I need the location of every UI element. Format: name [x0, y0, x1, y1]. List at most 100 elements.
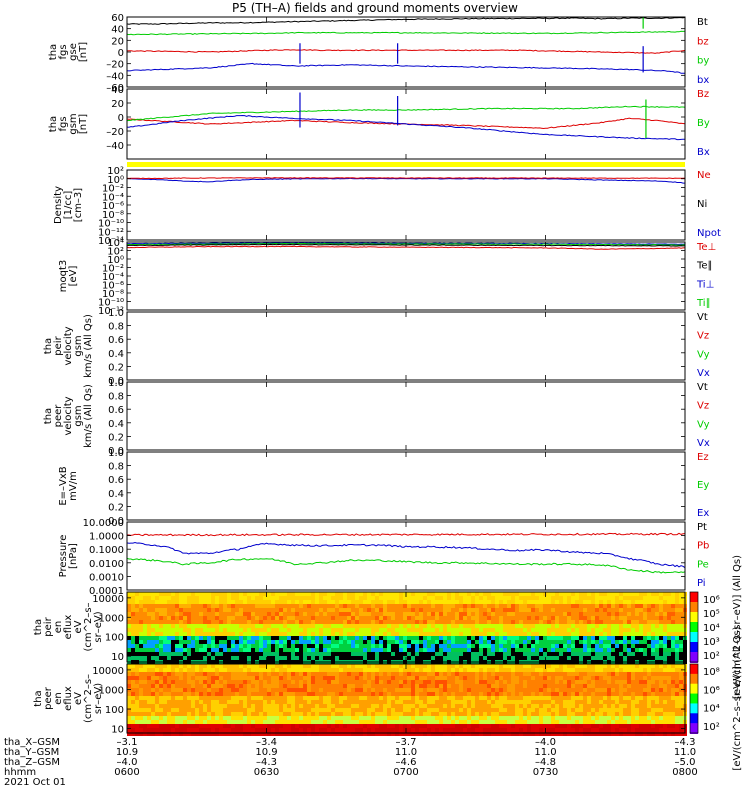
y-axis-label: km/s (All Qs): [83, 384, 94, 448]
legend-entry: Te∥: [696, 261, 713, 272]
y-tick-label: 40: [111, 25, 124, 36]
y-tick-label: 0.0001: [89, 586, 124, 597]
panel-peir-velocity: 1.0 0.8 0.6 0.4 0.2 0.0 tha peir velocity gsm km/s…: [43, 308, 710, 387]
y-axis-label: fgs: [58, 116, 69, 131]
y-tick-label: 10000: [92, 666, 124, 677]
heatmap-cells: [127, 664, 687, 736]
y-axis-label: eV: [73, 620, 84, 633]
colorbar-tick-label: 10³: [703, 637, 720, 648]
colorbar-tick-label: 10²: [703, 651, 720, 662]
footer-value: –4.3: [675, 737, 696, 748]
colorbar-tick-label: 10²: [703, 722, 720, 733]
y-axis-label: tha: [48, 116, 59, 132]
y-axis-label: peer: [53, 404, 64, 428]
y-tick-label: 0.0: [108, 376, 124, 387]
y-tick-label: 10⁻⁶: [102, 281, 124, 292]
legend-entry: Vx: [697, 438, 710, 449]
legend-entry: Bt: [697, 17, 708, 28]
footer-value: 0630: [254, 767, 279, 778]
footer-value: 11.0: [534, 747, 556, 758]
footer-value: 0600: [114, 767, 139, 778]
footer-value: 11.0: [674, 747, 696, 758]
footer-row-label: tha_Z–GSM: [4, 757, 60, 768]
legend-entry: Bx: [697, 147, 710, 158]
y-axis-label: tha: [48, 44, 59, 60]
y-axis-label: gsm: [68, 113, 79, 134]
colorbar-label: [eV/(cm^2–s–sr–eV)] (All Qs): [732, 555, 743, 699]
y-axis-label: (cm^2–s–: [83, 674, 94, 723]
legend-entry: Ni: [697, 199, 707, 210]
y-axis-label: eV: [73, 692, 84, 705]
y-axis-label: [1/cc]: [63, 191, 74, 220]
footer-value: 0800: [672, 767, 697, 778]
y-tick-label: 0.0010: [89, 572, 124, 583]
y-axis-label: (cm^2–s–: [83, 602, 94, 651]
panel-peer-spectrogram: 10⁸ 10⁶ 10⁴ 10² 10000 1000 100 10 tha peer en eflux…: [33, 626, 743, 770]
footer-value: –4.8: [535, 757, 556, 768]
footer-value: 0730: [533, 767, 558, 778]
colorbar-tick-label: 10⁵: [703, 609, 720, 620]
series-Npot: [126, 177, 685, 184]
y-tick-label: 10⁻¹⁰: [98, 219, 124, 230]
legend-entry: Vt: [697, 382, 708, 393]
y-axis-label: [nT]: [78, 42, 89, 62]
colorbar-tick-label: 10⁸: [703, 667, 720, 678]
y-tick-label: 0.6: [108, 475, 124, 486]
y-axis-label: [cm–3]: [73, 188, 84, 223]
y-axis-label: sr–eV): [93, 683, 104, 714]
y-axis-label: en: [53, 621, 64, 634]
panel-peer-velocity: 1.0 0.8 0.6 0.4 0.2 0.0 tha peer velocity gsm km/s…: [43, 378, 710, 457]
y-axis-label: Pressure: [58, 535, 69, 578]
y-tick-label: 10000: [92, 594, 124, 605]
y-tick-label: –40: [106, 141, 124, 152]
y-axis-label: tha: [33, 690, 44, 706]
legend-entry: Vz: [697, 331, 709, 342]
y-axis-label: tha: [43, 408, 54, 424]
footer-row-label: hhmm: [4, 767, 36, 778]
y-axis-label: km/s (All Qs): [83, 314, 94, 378]
legend-entry: Vt: [697, 312, 708, 323]
colorbar-tick-label: 10⁶: [703, 595, 720, 606]
y-axis-label: tha: [33, 619, 44, 635]
y-tick-label: 10⁰: [107, 175, 124, 186]
panel-frame: [126, 381, 686, 451]
footer-value: 10.9: [116, 747, 138, 758]
y-axis-label: moqt3: [58, 260, 69, 293]
y-tick-label: –20: [106, 60, 124, 71]
panel-peir-spectrogram: 10⁶ 10⁵ 10⁴ 10³ 10² 10000 1000 100 10 tha peir en ef…: [33, 555, 743, 699]
colorbar-tick-label: 10⁶: [703, 685, 720, 696]
y-tick-label: 20: [111, 36, 124, 47]
y-axis-label: gsm: [73, 335, 84, 356]
series-Ne: [126, 177, 686, 180]
y-tick-label: 1.0: [108, 378, 124, 389]
y-tick-label: 0.8: [108, 392, 124, 403]
y-tick-label: 10⁻⁶: [102, 201, 124, 212]
legend-entry: Ey: [697, 480, 709, 491]
y-tick-label: 10²: [107, 247, 124, 258]
y-tick-label: 10⁻⁴: [102, 192, 124, 203]
panel-fgs-gsm: 40 20 0 –20 –40 tha fgs gsm [nT] Bz By Bx: [48, 85, 710, 160]
footer-row-label: tha_X–GSM: [4, 737, 60, 748]
panel-pressure: 10.0000 1.0000 0.1000 0.0100 0.0010 0.0001 Pre…: [58, 518, 709, 597]
y-axis-label: gse: [68, 43, 79, 61]
legend-entry: Pi: [697, 578, 706, 589]
y-tick-label: –20: [106, 127, 124, 138]
footer-row-label: 2021 Oct 01: [4, 777, 66, 788]
y-tick-label: 0.1000: [89, 545, 124, 556]
colorbar-label: [eV/(cm^2–s–sr–eV)] (All Qs): [732, 626, 743, 770]
y-tick-label: 10⁻¹⁰: [98, 298, 124, 309]
panel-frame: [126, 311, 686, 381]
y-axis-label: fgs: [58, 44, 69, 59]
panel-frame: [126, 241, 686, 311]
y-tick-label: 1000: [99, 613, 124, 624]
y-tick-label: 1000: [99, 685, 124, 696]
y-tick-label: 0.6: [108, 335, 124, 346]
footer-row-label: tha_Y–GSM: [4, 747, 59, 758]
legend-entry: Vy: [697, 419, 710, 430]
y-tick-label: 10²: [107, 166, 124, 177]
y-tick-label: 0.2: [108, 362, 124, 373]
footer-value: –4.6: [396, 757, 417, 768]
footer-value: –4.0: [117, 757, 138, 768]
